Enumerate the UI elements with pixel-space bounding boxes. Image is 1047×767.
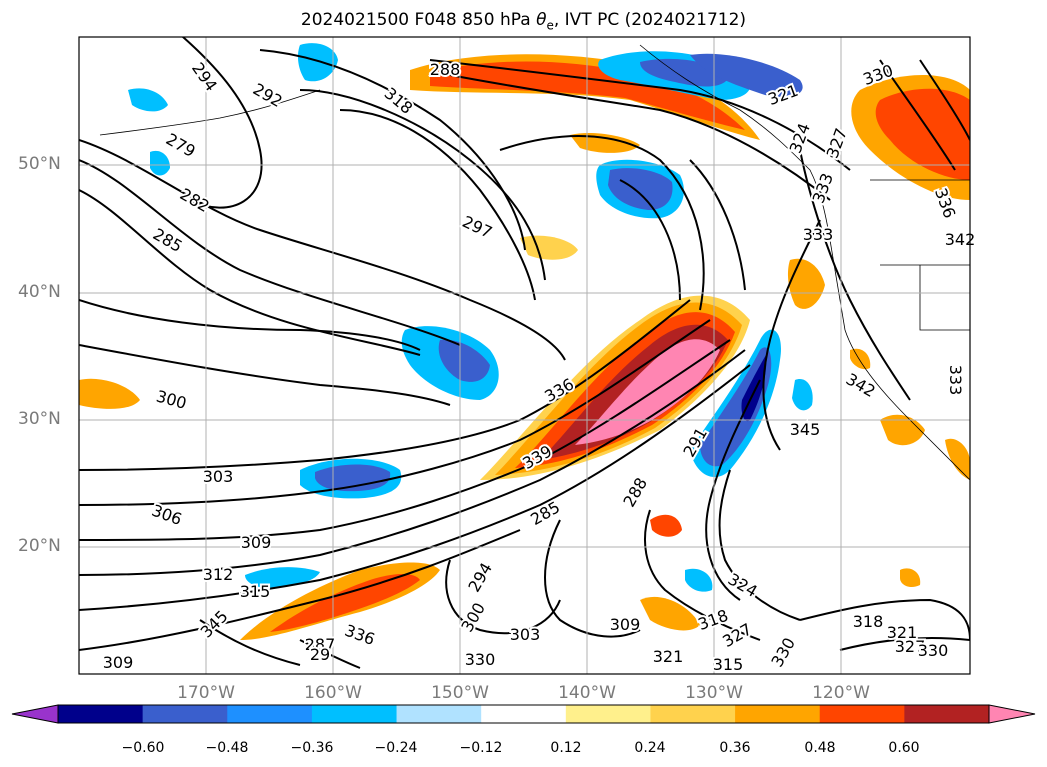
map-title: 2024021500 F048 850 hPa θe, IVT PC (2024… bbox=[0, 10, 1047, 32]
lat-label-40n: 40°N bbox=[18, 282, 61, 302]
colorbar-outline bbox=[57, 704, 990, 724]
lon-label-150w: 150°W bbox=[431, 683, 489, 703]
lat-label-30n: 30°N bbox=[18, 409, 61, 429]
contour-label: 330 bbox=[918, 641, 949, 660]
colorbar-tick-label: 0.24 bbox=[634, 740, 666, 756]
colorbar-swatch bbox=[650, 705, 736, 723]
lon-label-140w: 140°W bbox=[558, 683, 616, 703]
ivt-shading bbox=[79, 43, 970, 640]
colorbar bbox=[11, 704, 1036, 724]
title-theta-sub: e bbox=[546, 18, 554, 33]
colorbar-swatch bbox=[227, 705, 313, 723]
colorbar-swatch bbox=[565, 705, 651, 723]
contour-label: 327 bbox=[895, 637, 926, 656]
colorbar-max-extend bbox=[988, 704, 1036, 724]
contour-label: 303 bbox=[510, 625, 541, 644]
colorbar-tick-label: 0.36 bbox=[719, 740, 751, 756]
colorbar-swatch bbox=[904, 705, 990, 723]
colorbar-swatch bbox=[58, 705, 144, 723]
colorbar-swatch bbox=[735, 705, 821, 723]
contour-label: 309 bbox=[103, 653, 134, 672]
contour-label: 345 bbox=[790, 420, 821, 439]
contour-label: 309 bbox=[610, 615, 641, 634]
title-suffix: , IVT PC (2024021712) bbox=[553, 10, 747, 30]
colorbar-tick-label: 0.12 bbox=[550, 740, 582, 756]
colorbar-swatch bbox=[481, 705, 567, 723]
colorbar-tick-label: −0.24 bbox=[374, 740, 418, 756]
contour-label: 342 bbox=[945, 230, 976, 249]
lat-label-20n: 20°N bbox=[18, 536, 61, 556]
colorbar-swatch bbox=[819, 705, 905, 723]
theta-e-contours bbox=[79, 37, 970, 669]
colorbar-tick-label: 0.60 bbox=[888, 740, 920, 756]
colorbar-tick-label: −0.36 bbox=[290, 740, 334, 756]
contour-label: 303 bbox=[203, 467, 234, 486]
contour-label: 333 bbox=[946, 365, 965, 396]
contour-label: 333 bbox=[803, 225, 834, 244]
contour-label: 312 bbox=[203, 565, 234, 584]
colorbar-tick-label: −0.12 bbox=[459, 740, 503, 756]
lon-label-160w: 160°W bbox=[304, 683, 362, 703]
colorbar-tick-label: 0.48 bbox=[804, 740, 836, 756]
map-frame bbox=[78, 36, 971, 675]
colorbar-swatch bbox=[142, 705, 228, 723]
contour-label: 315 bbox=[713, 655, 744, 674]
contour-label: 321 bbox=[887, 623, 918, 642]
title-prefix: 2024021500 F048 850 hPa bbox=[300, 10, 537, 30]
lon-label-170w: 170°W bbox=[177, 683, 235, 703]
contour-label: 29 bbox=[310, 645, 330, 664]
colorbar-swatch bbox=[396, 705, 482, 723]
contour-label: 288 bbox=[430, 60, 461, 79]
graticule bbox=[79, 37, 970, 674]
contour-label: 330 bbox=[465, 650, 496, 669]
lon-label-120w: 120°W bbox=[812, 683, 870, 703]
lat-label-50n: 50°N bbox=[18, 154, 61, 174]
colorbar-min-extend bbox=[11, 704, 59, 724]
colorbar-tick-label: −0.60 bbox=[121, 740, 165, 756]
lon-label-130w: 130°W bbox=[685, 683, 743, 703]
contour-label: 321 bbox=[653, 647, 684, 666]
title-theta: θ bbox=[536, 10, 547, 30]
contour-label: 309 bbox=[241, 533, 272, 552]
contour-label: 315 bbox=[240, 582, 271, 601]
colorbar-swatch bbox=[311, 705, 398, 723]
contour-label: 318 bbox=[853, 612, 884, 631]
colorbar-tick-label: −0.48 bbox=[205, 740, 249, 756]
contour-label: 287 bbox=[305, 635, 336, 654]
